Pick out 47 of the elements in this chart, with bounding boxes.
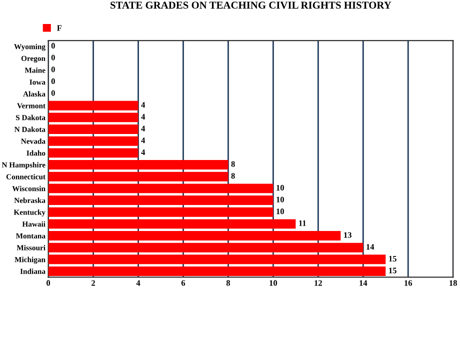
data-label: 10 <box>276 208 284 214</box>
data-label: 0 <box>51 42 55 49</box>
bar <box>48 184 274 194</box>
data-label: 10 <box>276 196 284 202</box>
legend-label: F <box>57 25 62 31</box>
x-tick-label: 8 <box>226 280 230 286</box>
data-label: 0 <box>51 78 55 84</box>
bar <box>48 124 138 134</box>
data-label: 4 <box>141 102 146 108</box>
data-label: 11 <box>299 220 306 226</box>
bar <box>48 160 228 170</box>
data-label: 8 <box>231 173 235 179</box>
data-label: 4 <box>141 149 146 155</box>
data-label: 15 <box>389 268 396 274</box>
data-label: 14 <box>366 244 374 250</box>
x-tick-label: 10 <box>270 280 278 286</box>
bar <box>48 100 138 110</box>
x-tick-label: 12 <box>314 280 322 286</box>
data-label: 4 <box>141 138 146 144</box>
bar <box>48 196 274 205</box>
data-label: 0 <box>51 66 55 72</box>
x-tick-label: 14 <box>360 280 368 286</box>
bar <box>48 266 386 276</box>
x-tick-label: 16 <box>404 280 412 286</box>
data-label: 4 <box>141 114 146 120</box>
data-label: 0 <box>51 90 55 96</box>
x-tick-label: 4 <box>136 280 140 286</box>
bar <box>48 207 274 217</box>
bar <box>48 242 364 252</box>
bar <box>48 148 138 158</box>
bar <box>48 231 341 240</box>
x-tick-label: 0 <box>46 280 50 286</box>
x-tick-label: 6 <box>181 280 186 286</box>
bar <box>48 136 138 146</box>
x-tick-label: 2 <box>92 280 96 286</box>
data-label: 0 <box>51 54 55 60</box>
chart-title: STATE GRADES ON TEACHING CIVIL RIGHTS HISTORY <box>110 2 392 9</box>
data-label: 8 <box>231 161 235 167</box>
data-label: 15 <box>389 256 396 262</box>
bar <box>48 254 386 264</box>
x-tick-label: 18 <box>450 280 457 286</box>
data-label: 10 <box>276 184 284 191</box>
bar <box>48 219 296 229</box>
data-label: 4 <box>141 126 146 132</box>
bar <box>48 172 228 182</box>
data-label: 13 <box>344 232 352 238</box>
bar <box>48 112 138 122</box>
